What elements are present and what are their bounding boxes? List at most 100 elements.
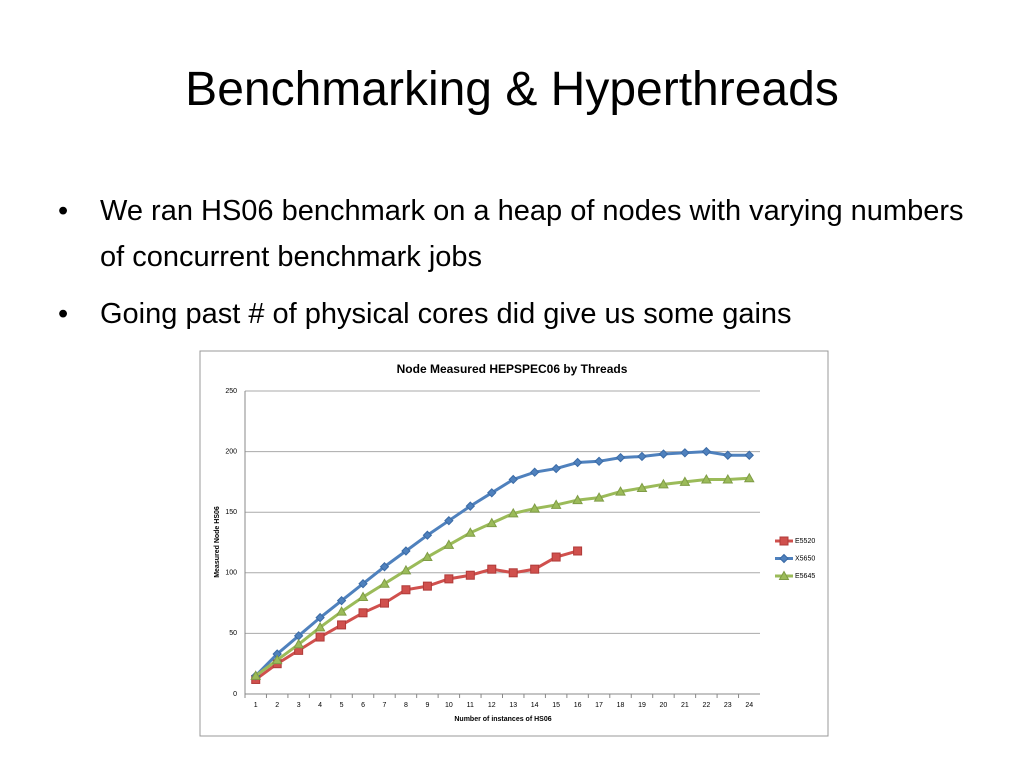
y-tick-label: 50: [229, 630, 237, 637]
marker: [722, 473, 734, 484]
marker: [315, 612, 325, 623]
bullet: Going past # of physical cores did give …: [58, 291, 980, 337]
marker: [572, 457, 583, 468]
marker: [637, 451, 647, 462]
x-tick-label: 2: [275, 702, 279, 709]
marker: [422, 530, 433, 540]
x-tick-label: 23: [724, 702, 732, 709]
marker: [464, 527, 476, 537]
marker: [379, 562, 390, 572]
marker: [573, 546, 583, 556]
x-tick-label: 21: [681, 702, 689, 709]
legend-label: E5645: [795, 573, 815, 580]
marker: [314, 621, 326, 632]
marker: [507, 507, 519, 518]
x-tick-label: 13: [509, 702, 517, 709]
marker: [550, 499, 562, 509]
marker: [529, 503, 541, 513]
marker: [700, 473, 712, 484]
marker: [336, 595, 347, 606]
marker: [636, 482, 648, 492]
marker: [465, 570, 475, 580]
marker: [778, 570, 790, 580]
marker: [572, 494, 583, 505]
marker: [379, 598, 389, 608]
marker: [593, 492, 605, 502]
marker: [679, 476, 691, 486]
marker: [357, 591, 369, 602]
y-axis-label: Measured Node HS06: [214, 506, 221, 578]
x-axis-label: Number of instances of HS06: [454, 716, 551, 723]
x-tick-label: 16: [574, 702, 582, 709]
marker: [358, 579, 368, 589]
marker: [658, 478, 669, 489]
chart-frame: [199, 350, 829, 737]
marker: [401, 546, 411, 556]
legend-label: E5520: [795, 538, 815, 545]
marker: [508, 568, 518, 578]
marker: [658, 449, 669, 459]
marker: [530, 564, 540, 574]
chart-title: Node Measured HEPSPEC06 by Threads: [397, 362, 628, 376]
marker: [379, 578, 390, 588]
x-tick-label: 8: [404, 702, 408, 709]
marker: [400, 564, 412, 575]
x-tick-label: 17: [595, 702, 603, 709]
y-tick-label: 250: [225, 388, 237, 395]
marker: [444, 574, 454, 584]
marker: [615, 486, 626, 496]
marker: [615, 452, 626, 463]
marker: [486, 517, 498, 528]
slide-title: Benchmarking & Hyperthreads: [185, 63, 839, 116]
x-tick-label: 20: [660, 702, 668, 709]
marker: [743, 472, 755, 483]
y-tick-label: 200: [225, 448, 237, 455]
x-tick-label: 7: [383, 702, 387, 709]
y-tick-label: 0: [233, 691, 237, 698]
marker: [293, 638, 305, 649]
marker: [422, 581, 432, 591]
x-tick-label: 24: [745, 702, 753, 709]
marker: [444, 515, 454, 526]
marker: [358, 608, 368, 618]
marker: [723, 450, 733, 460]
x-tick-label: 11: [467, 702, 474, 709]
x-tick-label: 19: [638, 702, 646, 709]
series-line: [254, 549, 579, 681]
marker: [337, 620, 347, 630]
x-tick-label: 12: [488, 702, 496, 709]
x-tick-label: 22: [702, 702, 710, 709]
marker: [508, 474, 518, 485]
marker: [744, 450, 754, 460]
marker: [487, 488, 497, 498]
y-tick-label: 100: [225, 570, 237, 577]
marker: [422, 551, 433, 562]
marker: [401, 585, 411, 595]
marker: [336, 606, 347, 616]
x-tick-label: 9: [425, 702, 429, 709]
marker: [529, 467, 540, 477]
marker: [551, 552, 561, 562]
marker: [551, 463, 561, 474]
x-tick-label: 10: [445, 702, 453, 709]
marker: [779, 553, 789, 564]
x-tick-label: 14: [531, 702, 539, 709]
bullet: We ran HS06 benchmark on a heap of nodes…: [58, 188, 980, 280]
x-tick-label: 4: [318, 702, 322, 709]
x-tick-label: 6: [361, 702, 365, 709]
marker: [443, 539, 455, 549]
marker: [487, 564, 497, 574]
legend-label: X5650: [795, 555, 815, 562]
marker: [271, 654, 283, 665]
x-tick-label: 18: [617, 702, 625, 709]
x-tick-label: 1: [254, 702, 258, 709]
x-tick-label: 5: [340, 702, 344, 709]
x-tick-label: 15: [552, 702, 560, 709]
y-tick-label: 150: [225, 509, 237, 516]
marker: [465, 501, 476, 511]
x-tick-label: 3: [297, 702, 301, 709]
marker: [594, 456, 604, 467]
marker: [250, 670, 262, 680]
